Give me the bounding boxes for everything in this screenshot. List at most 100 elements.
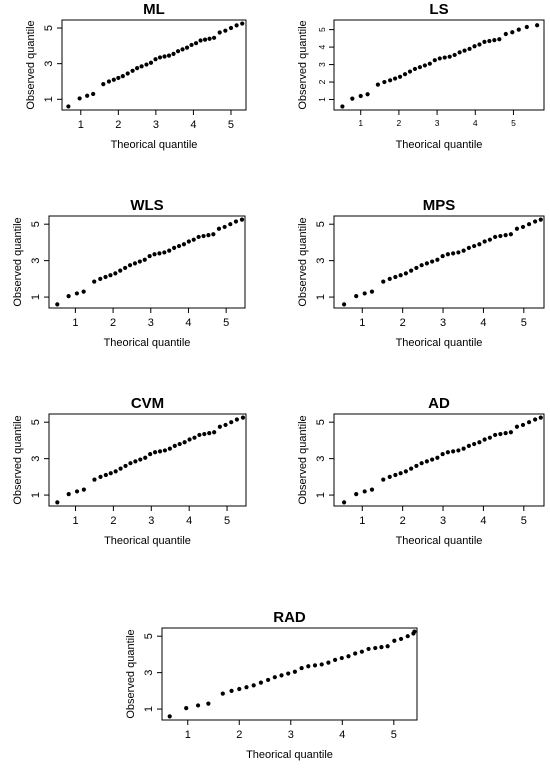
data-point	[181, 242, 187, 247]
data-point	[381, 279, 386, 284]
x-tick-label: 3	[435, 118, 440, 128]
data-point	[55, 302, 60, 307]
x-tick-label: 5	[391, 729, 397, 741]
data-point	[403, 469, 408, 474]
data-point	[461, 446, 466, 451]
data-point	[402, 72, 408, 77]
panel-ml: ML 1 2 3 4 5 1 3 5 Theorical quantile Observed qua…	[25, 1, 247, 151]
data-point	[111, 77, 116, 82]
data-point	[217, 424, 222, 429]
data-point	[403, 271, 408, 276]
data-point	[139, 64, 144, 69]
panel-cvm: CVM 1 2 3 4 5 1 3 5 Theorical quantile Observed qu…	[12, 395, 247, 547]
data-point	[533, 219, 538, 224]
data-point	[148, 451, 153, 457]
data-point	[472, 243, 477, 249]
x-tick-label: 3	[148, 515, 154, 527]
data-point	[239, 217, 245, 222]
x-tick-label: 2	[110, 515, 116, 527]
data-point	[533, 417, 538, 422]
data-point	[240, 21, 245, 26]
x-tick-label: 4	[473, 118, 478, 128]
data-point	[85, 93, 90, 98]
x-tick-label: 4	[480, 515, 486, 527]
data-point	[526, 222, 532, 227]
chart-title: WLS	[130, 197, 163, 214]
plot-frame	[61, 19, 247, 111]
data-point	[143, 455, 148, 460]
data-point	[430, 259, 435, 264]
data-point	[162, 250, 167, 255]
data-point	[217, 30, 222, 35]
chart-title: MPS	[423, 197, 456, 214]
plot-frame	[333, 215, 545, 309]
data-point	[118, 268, 123, 273]
data-point	[189, 42, 194, 48]
data-point	[514, 226, 520, 231]
x-tick-label: 5	[223, 317, 229, 329]
data-point	[369, 289, 375, 294]
data-point	[222, 224, 227, 230]
data-point	[299, 665, 304, 671]
y-axis-label: Observed quantile	[297, 217, 309, 306]
y-tick-label: 1	[315, 294, 327, 300]
data-point	[292, 669, 298, 674]
data-point	[538, 217, 543, 222]
data-point	[66, 294, 71, 299]
data-point	[445, 450, 450, 455]
x-tick-label: 1	[359, 515, 365, 527]
data-point	[493, 432, 498, 438]
data-point	[493, 234, 498, 240]
data-point	[128, 461, 133, 466]
data-point	[216, 226, 222, 231]
data-point	[171, 51, 176, 56]
data-point	[419, 263, 424, 268]
data-point	[385, 644, 390, 649]
data-point	[482, 437, 487, 442]
data-point	[419, 461, 424, 466]
data-point	[157, 449, 163, 454]
data-point	[487, 435, 492, 440]
data-point	[535, 23, 540, 28]
y-tick-label: 3	[315, 258, 327, 264]
data-point	[244, 685, 249, 690]
x-tick-label: 4	[339, 729, 345, 741]
data-point	[167, 446, 172, 451]
data-point	[211, 35, 217, 40]
data-point	[492, 37, 497, 43]
y-tick-label: 5	[315, 419, 327, 425]
data-point	[223, 28, 228, 33]
data-point	[487, 38, 492, 44]
data-point	[440, 451, 445, 457]
data-point	[108, 273, 113, 278]
data-point	[157, 251, 162, 256]
y-tick-label: 5	[143, 633, 155, 639]
data-point	[445, 252, 450, 257]
data-point	[180, 47, 185, 52]
data-point	[162, 448, 168, 453]
data-point	[92, 477, 97, 482]
y-tick-label: 3	[30, 258, 42, 264]
chart-title: CVM	[131, 395, 164, 412]
data-point	[388, 78, 393, 83]
data-point	[175, 49, 181, 54]
data-point	[229, 688, 234, 693]
data-point	[312, 663, 318, 668]
data-point	[457, 50, 462, 55]
x-tick-label: 3	[288, 729, 294, 741]
data-point	[127, 263, 133, 268]
data-point	[365, 92, 370, 97]
data-point	[306, 664, 311, 669]
data-point	[66, 492, 71, 497]
y-tick-label: 1	[317, 97, 327, 102]
data-point	[392, 638, 397, 643]
data-point	[467, 46, 472, 51]
data-point	[407, 69, 413, 74]
data-point	[101, 82, 106, 87]
y-tick-label: 4	[317, 44, 327, 49]
data-point	[427, 61, 432, 66]
data-point	[477, 440, 482, 445]
x-tick-label: 4	[190, 119, 196, 131]
data-point	[123, 265, 128, 271]
